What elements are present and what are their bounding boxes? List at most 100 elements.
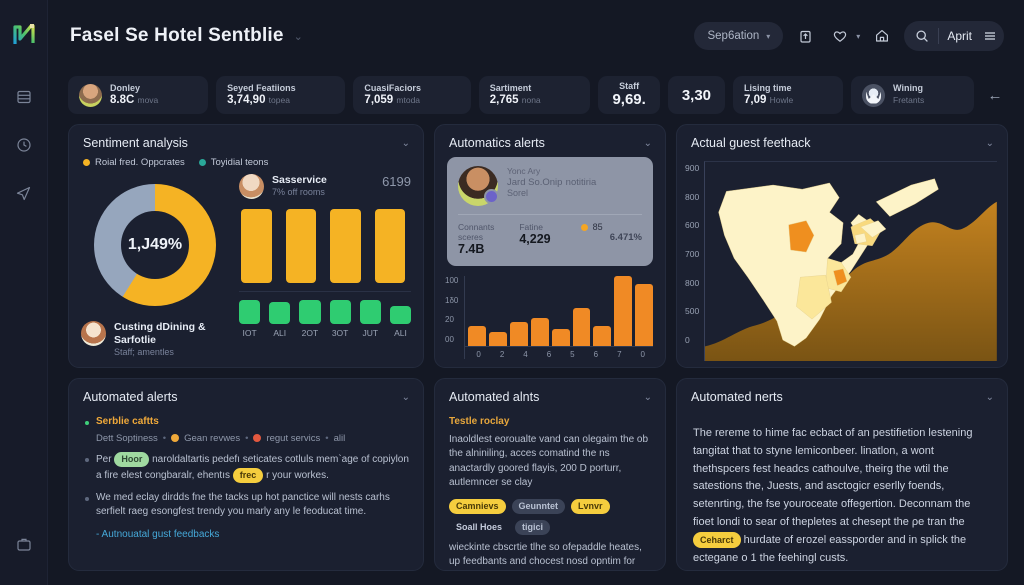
title-chevron-down-icon[interactable]: ⌄	[293, 30, 303, 43]
guest-name-suffix: notitiria	[565, 177, 597, 188]
y-tick: 700	[685, 248, 700, 259]
bars	[465, 276, 653, 347]
chip-tag[interactable]: Lvnvr	[571, 498, 610, 514]
page-title: Fasel Se Hotel Sentblie	[70, 25, 284, 46]
back-arrow-icon[interactable]: ←	[987, 86, 1003, 104]
kpi-strip: Donley 8.8C mova Seyed Featiions 3,74,90…	[48, 72, 1024, 118]
y-axis: 900 800 600 700 800 500 0	[685, 161, 699, 361]
chip-tag[interactable]: Geunntet	[511, 498, 566, 514]
automatic-alerts-card: Automatics alerts ⌄ Yonc Ary Jard So.Oni…	[434, 124, 666, 368]
kpi-label: Donley	[110, 83, 141, 94]
bottom-row: Automated alerts ⌄ Serblie caftts Dett S…	[68, 378, 1008, 571]
green-bar-chart: IOT ALI 2OT	[239, 292, 412, 338]
meta-text: Gean revwes	[184, 432, 241, 444]
x-tick: 0	[476, 350, 481, 359]
stat-value: 7.4B	[458, 242, 485, 256]
kpi-card[interactable]: Staff 9,69.	[598, 76, 660, 114]
service-summary[interactable]: Sasservice 7% off rooms 6199	[239, 174, 411, 199]
home-icon[interactable]	[869, 23, 895, 49]
search-icon[interactable]	[910, 24, 934, 48]
chevron-down-icon[interactable]: ⌄	[401, 137, 410, 149]
y-tick: 0	[685, 334, 690, 345]
legend-item: Roial fred. Oppcrates	[83, 157, 185, 168]
service-name: Sasservice	[272, 174, 327, 186]
hamburger-icon[interactable]	[980, 26, 1000, 46]
person-summary[interactable]: Custing dDining & Sarfotlie Staff; ament…	[81, 315, 229, 357]
kpi-value: 3,74,90	[227, 93, 266, 106]
sidebar-item-briefcase[interactable]	[9, 529, 39, 559]
y-tick: 900	[685, 163, 700, 173]
bar-tick-label: JUT	[362, 328, 379, 338]
filter-dropdown[interactable]: Sep6ation ▾	[694, 22, 784, 50]
guest-detail-card[interactable]: Yonc Ary Jard So.Onip notitiria Sorel Co…	[447, 157, 653, 266]
map-plot-area: 1100 1400 1510 1500 3610 2530 1800	[704, 161, 997, 367]
chip-tag[interactable]: Hoor	[114, 452, 150, 468]
bar-tick-label: IOT	[242, 328, 257, 338]
kpi-unit: mtoda	[396, 94, 421, 105]
list-item: Serblie caftts Dett Soptiness • Gean rev…	[83, 415, 409, 445]
bullet-text: We med eclay dirdds fne the tacks up hot…	[96, 491, 390, 518]
separator: •	[162, 432, 167, 444]
feedback-link[interactable]: - Autnouatal gust feedbacks	[96, 528, 220, 540]
legend-label: Toyidial teons	[210, 157, 269, 168]
bar-column: 2OT	[299, 300, 321, 338]
guest-name: Jard So.Onip	[507, 177, 563, 188]
card-title: Automated alerts	[83, 390, 178, 404]
avatar	[239, 174, 264, 199]
kpi-card[interactable]: Seyed Featiions 3,74,90 topea	[216, 76, 346, 114]
sidebar-item-database[interactable]	[9, 82, 39, 112]
chip-tag[interactable]: tigici	[515, 519, 551, 535]
bullet-mid: naroldaltartis pedefı seticates cotluls …	[96, 454, 409, 482]
chevron-down-icon[interactable]: ⌄	[985, 137, 994, 149]
status-badge: 85 6.471%	[580, 222, 642, 243]
chevron-down-icon[interactable]: ⌄	[643, 137, 652, 149]
chevron-down-icon[interactable]: ⌄	[985, 391, 994, 403]
kpi-card[interactable]: CuasiFaciors 7,059 mtoda	[353, 76, 471, 114]
donut-center-label: 1,J49%	[127, 235, 183, 253]
kpi-label: Staff	[619, 81, 640, 92]
kpi-card[interactable]: Lising time 7,09 Howle	[733, 76, 844, 114]
chip-tag[interactable]: Soall Hoes	[456, 521, 503, 532]
kpi-card[interactable]: Donley 8.8C mova	[68, 76, 209, 114]
chevron-down-icon[interactable]: ⌄	[643, 391, 652, 403]
kpi-card[interactable]: Sartiment 2,765 nona	[478, 76, 591, 114]
search-label: Aprit	[947, 29, 972, 43]
badge-value: 6.471%	[609, 232, 642, 243]
kpi-card[interactable]: Wining Fretants	[851, 76, 975, 114]
upload-icon[interactable]	[792, 23, 818, 49]
guest-subtitle: Sorel	[507, 188, 529, 198]
x-tick: 1400	[747, 366, 789, 367]
app-logo[interactable]	[11, 22, 37, 48]
divider	[938, 28, 940, 44]
chart-legend: Roial fred. Oppcrates Toyidial teons	[69, 157, 423, 174]
africa-map-overlay	[718, 178, 939, 347]
meta-dot	[171, 434, 180, 443]
kpi-card[interactable]: 3,30	[667, 76, 726, 114]
person-name: Custing dDining & Sarfotlie	[114, 321, 206, 347]
chip-tag[interactable]: frec	[232, 467, 264, 483]
service-subtitle: 7% off rooms	[272, 186, 325, 197]
sidebar-item-send[interactable]	[9, 178, 39, 208]
kpi-value: Fretants	[893, 94, 925, 105]
separator: •	[325, 432, 329, 444]
y-tick: 800	[685, 191, 700, 202]
card-header: Automated alnts ⌄	[435, 379, 665, 411]
x-tick: 1100	[705, 366, 747, 367]
chevron-down-icon[interactable]: ⌄	[401, 391, 410, 403]
search-bar[interactable]: Aprit	[904, 21, 1004, 51]
card-body: Serblie caftts Dett Soptiness • Gean rev…	[69, 411, 423, 554]
chip-tag[interactable]: Ceharct	[693, 531, 741, 549]
kpi-label: Sartiment	[489, 83, 532, 94]
chip-tag[interactable]: Camnievs	[449, 498, 506, 514]
kpi-label: Lising time	[744, 83, 792, 94]
sidebar-item-history[interactable]	[9, 130, 39, 160]
favorites-control[interactable]: ▾	[827, 23, 860, 49]
donut-chart: 1,J49%	[81, 174, 229, 315]
paragraph: wieckinte cbscrtie tlhe so ofepaddle hea…	[449, 541, 642, 568]
avatar	[81, 321, 106, 347]
y-tick: 20	[445, 315, 454, 325]
kpi-unit: mova	[137, 94, 159, 105]
kpi-value: 7,059	[364, 93, 394, 106]
kpi-unit: Howle	[769, 94, 794, 105]
avatar	[79, 83, 102, 107]
